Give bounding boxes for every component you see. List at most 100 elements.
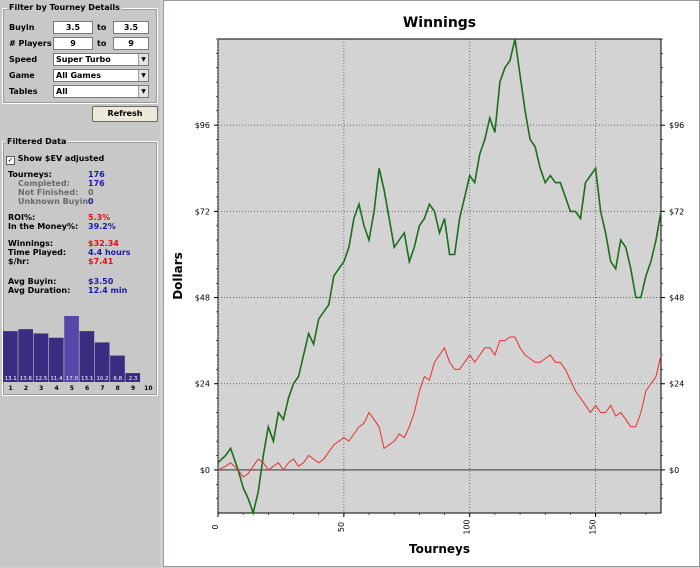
per-hour-value: $7.41	[88, 257, 114, 266]
histogram-bar-label: 13.1	[81, 376, 93, 382]
show-sev-checkbox-row[interactable]: ✓ Show $EV adjusted	[6, 154, 104, 165]
histogram-bar-label: 6.8	[113, 376, 122, 382]
histogram-position-label: 2	[24, 385, 28, 392]
histogram-position-label: 9	[131, 385, 135, 392]
tables-label: Tables	[9, 87, 38, 96]
winnings-series-line	[217, 38, 662, 516]
winnings-value: $32.34	[88, 239, 119, 248]
players-row: # Players 9 to 9	[9, 37, 159, 51]
buyin-min-field[interactable]: 3.5	[53, 21, 93, 34]
unknown-buyin-label: Unknown Buyin:	[18, 197, 92, 206]
avg-buyin-label: Avg Buyin:	[8, 277, 57, 286]
histogram-position-label: 6	[85, 385, 89, 392]
filter-group: Filter by Tourney Details Buyin 3.5 to 3…	[2, 3, 159, 104]
histogram-bar	[79, 331, 95, 382]
tables-select[interactable]: All ▼	[53, 85, 149, 98]
unknown-buyin-value: 0	[88, 197, 94, 206]
x-axis-label: Tourneys	[409, 542, 470, 556]
x-tick-label: 100	[463, 519, 472, 534]
y-tick-label-left: $96	[195, 121, 210, 130]
histogram-bar-label: 12.5	[35, 376, 48, 382]
filtered-data-group: Filtered Data	[2, 137, 158, 396]
histogram-position-label: 5	[70, 385, 74, 392]
game-select[interactable]: All Games ▼	[53, 69, 149, 82]
roi-value: 5.3%	[88, 213, 111, 222]
left-panel: Filter by Tourney Details Buyin 3.5 to 3…	[0, 0, 160, 567]
avg-buyin-value: $3.50	[88, 277, 114, 286]
histogram-position-label: 3	[39, 385, 43, 392]
players-to-label: to	[97, 39, 107, 48]
y-tick-label-left: $24	[195, 380, 210, 389]
histogram-bar-label: 13.6	[20, 376, 33, 382]
checkbox-icon[interactable]: ✓	[6, 156, 15, 165]
not-finished-label: Not Finished:	[18, 188, 79, 197]
time-played-value: 4.4 hours	[88, 248, 131, 257]
y-tick-label-left: $72	[195, 207, 210, 216]
plot-area	[217, 38, 662, 514]
chevron-down-icon[interactable]: ▼	[138, 70, 148, 81]
y-tick-label-left: $48	[195, 294, 210, 303]
y-axis-label: Dollars	[171, 252, 185, 300]
x-tick-label: 0	[211, 524, 220, 529]
speed-value: Super Turbo	[56, 55, 111, 64]
y-tick-label-left: $0	[200, 466, 210, 475]
finish-position-histogram: 13.1 1 13.6 2 12.5 3 11.4 4 17.0 5 13.1 6 10.2 7 6.8 8 2…	[3, 316, 153, 392]
tables-row: Tables All ▼	[9, 85, 159, 99]
refresh-button[interactable]: Refresh	[92, 106, 158, 122]
game-row: Game All Games ▼	[9, 69, 159, 83]
histogram-position-label: 1	[9, 385, 13, 392]
x-tick-label: 50	[337, 522, 346, 532]
completed-label: Completed:	[18, 179, 70, 188]
histogram-bar	[33, 333, 49, 382]
buyin-to-label: to	[97, 23, 107, 32]
histogram-bar	[94, 342, 110, 382]
roi-label: ROI%:	[8, 213, 36, 222]
histogram-bar	[125, 373, 141, 382]
buyin-max-field[interactable]: 3.5	[113, 21, 149, 34]
winnings-chart: 0 50 100 150 $0 $0 $24 $24 $48 $48 $72 $72 $96 $96 Win…	[171, 15, 684, 556]
chevron-down-icon[interactable]: ▼	[138, 54, 148, 65]
completed-value: 176	[88, 179, 105, 188]
avg-duration-label: Avg Duration:	[8, 286, 71, 295]
y-tick-label-right: $72	[669, 207, 684, 216]
buyin-label: Buyin	[9, 23, 35, 32]
speed-select[interactable]: Super Turbo ▼	[53, 53, 149, 66]
avg-duration-value: 12.4 min	[88, 286, 128, 295]
winnings-label: Winnings:	[8, 239, 54, 248]
players-label: # Players	[9, 39, 52, 48]
histogram-bar	[3, 331, 18, 382]
histogram-bar-label: 13.1	[5, 376, 17, 382]
y-tick-label-right: $0	[669, 466, 679, 475]
tourneys-label: Tourneys:	[8, 170, 52, 179]
chevron-down-icon[interactable]: ▼	[138, 86, 148, 97]
time-played-label: Time Played:	[8, 248, 67, 257]
winnings-chart-panel: 0 50 100 150 $0 $0 $24 $24 $48 $48 $72 $72 $96 $96 Win…	[163, 0, 700, 567]
histogram-position-label: 10	[144, 385, 152, 392]
y-tick-label-right: $96	[669, 121, 684, 130]
game-value: All Games	[56, 71, 101, 80]
show-sev-label: Show $EV adjusted	[17, 154, 105, 163]
per-hour-label: $/hr:	[8, 257, 30, 266]
players-max-field[interactable]: 9	[113, 37, 149, 50]
ev-series-line	[217, 336, 662, 478]
histogram-bar-label: 10.2	[96, 376, 108, 382]
histogram-bar	[110, 355, 125, 382]
speed-row: Speed Super Turbo ▼	[9, 53, 159, 67]
histogram-bar-label: 11.4	[50, 376, 63, 382]
filter-group-title: Filter by Tourney Details	[7, 3, 122, 12]
histogram-position-label: 8	[116, 385, 120, 392]
histogram-bar	[64, 316, 79, 382]
tourneys-value: 176	[88, 170, 105, 179]
histogram-bar	[18, 329, 33, 382]
histogram-bar	[48, 337, 64, 382]
itm-label: In the Money%:	[8, 222, 79, 231]
y-tick-label-right: $24	[669, 380, 684, 389]
players-min-field[interactable]: 9	[53, 37, 93, 50]
buyin-row: Buyin 3.5 to 3.5	[9, 21, 159, 35]
speed-label: Speed	[9, 55, 38, 64]
itm-value: 39.2%	[88, 222, 116, 231]
chart-title: Winnings	[403, 15, 476, 31]
histogram-bar-label: 2.3	[129, 376, 138, 382]
x-tick-label: 150	[589, 519, 598, 534]
filtered-data-title: Filtered Data	[5, 137, 69, 146]
